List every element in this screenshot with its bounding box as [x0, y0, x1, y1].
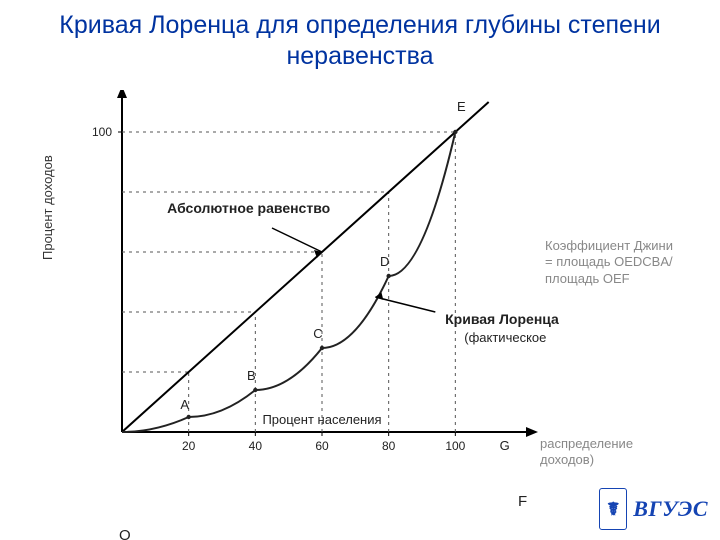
svg-text:E: E [457, 99, 466, 114]
svg-text:80: 80 [382, 439, 396, 453]
svg-text:G: G [500, 438, 510, 453]
logo-text: ВГУЭС [633, 496, 708, 522]
chart-svg: 100 20 40 60 80 100 A B C D E G Процент населения Абс… [40, 90, 600, 490]
svg-text:Процент населения: Процент населения [262, 412, 381, 427]
svg-text:100: 100 [92, 125, 112, 139]
svg-text:100: 100 [445, 439, 465, 453]
institution-logo: ☤ ВГУЭС [599, 488, 708, 530]
svg-text:D: D [380, 254, 389, 269]
gini-annotation: Коэффициент Джини = площадь OEDCBA/ площ… [545, 238, 675, 287]
distribution-annotation: распределение доходов) [540, 436, 680, 469]
logo-icon: ☤ [599, 488, 627, 530]
svg-text:Абсолютное равенство: Абсолютное равенство [167, 200, 330, 216]
svg-text:A: A [180, 397, 189, 412]
slide-root: Кривая Лоренца для определения глубины с… [0, 0, 720, 540]
svg-text:Кривая Лоренца: Кривая Лоренца [445, 311, 559, 327]
point-label-F: F [518, 493, 527, 510]
page-title: Кривая Лоренца для определения глубины с… [0, 10, 720, 73]
point-label-O: O [119, 527, 131, 540]
svg-text:60: 60 [315, 439, 329, 453]
svg-text:C: C [313, 326, 322, 341]
lorenz-chart: Процент доходов 10020406080100ABCDEGПроц… [40, 90, 600, 490]
svg-text:40: 40 [249, 439, 263, 453]
svg-text:20: 20 [182, 439, 196, 453]
svg-text:B: B [247, 368, 256, 383]
svg-text:(фактическое: (фактическое [464, 330, 546, 345]
